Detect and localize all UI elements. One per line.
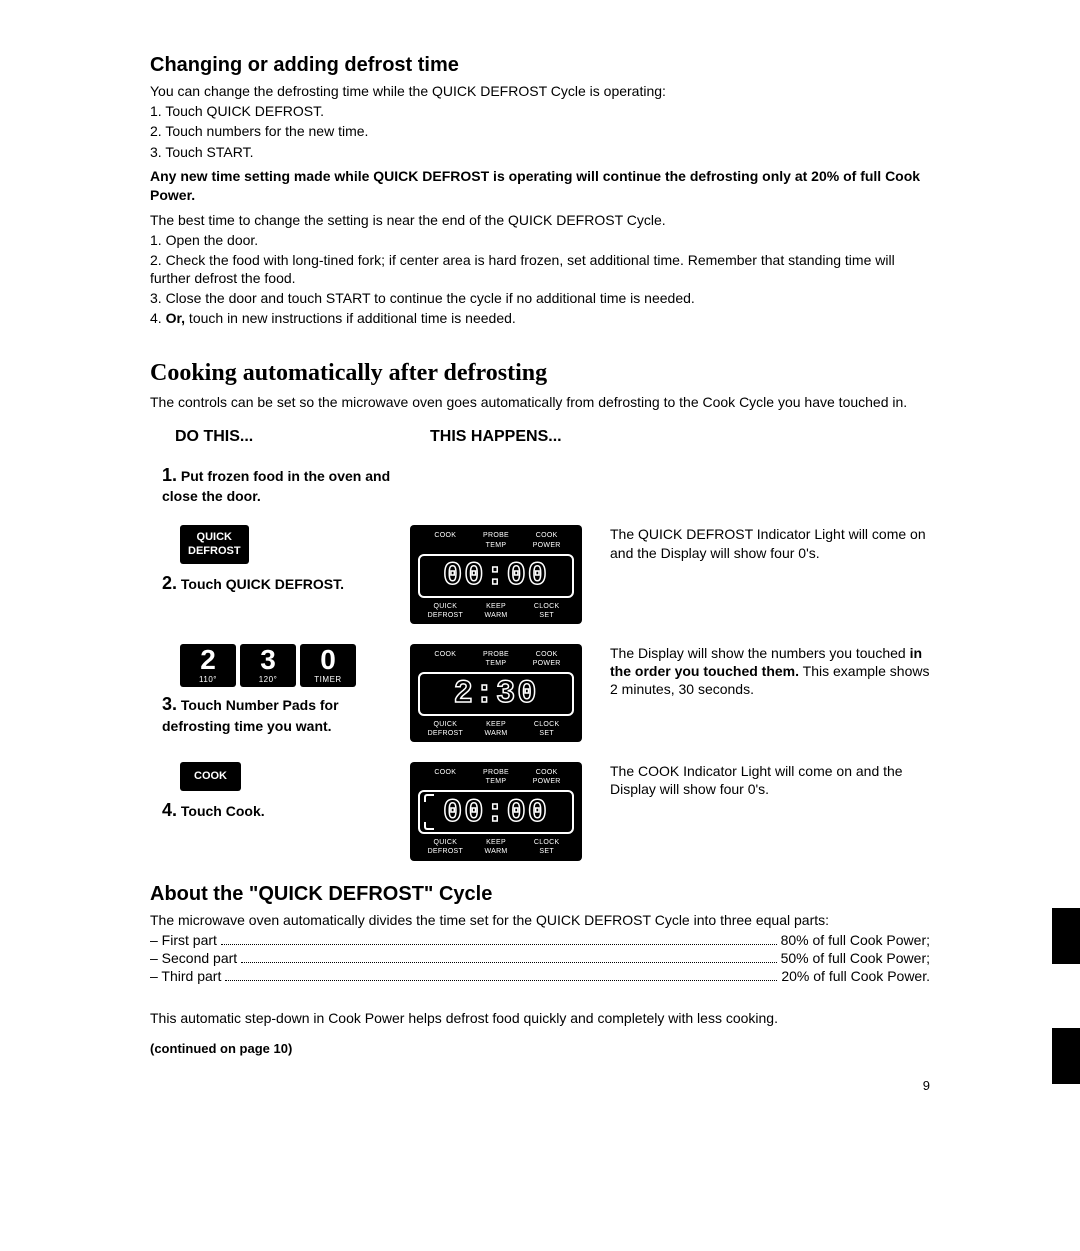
header-this-happens: THIS HAPPENS... bbox=[430, 427, 930, 448]
step-number: 4. bbox=[162, 800, 177, 820]
step-text: Touch Number Pads for defrosting time yo… bbox=[162, 697, 339, 733]
step-number: 3. bbox=[162, 694, 177, 714]
quick-defrost-button: QUICKDEFROST bbox=[180, 525, 249, 563]
edge-mark bbox=[1052, 908, 1080, 964]
heading-cooking-auto: Cooking automatically after defrosting bbox=[150, 358, 930, 389]
step-description: The QUICK DEFROST Indicator Light will c… bbox=[610, 526, 926, 560]
intro-text: You can change the defrosting time while… bbox=[150, 82, 930, 100]
step-description: The Display will show the numbers you to… bbox=[610, 645, 929, 697]
step-2: QUICKDEFROST 2. Touch QUICK DEFROST. COO… bbox=[150, 525, 930, 623]
continued-note: (continued on page 10) bbox=[150, 1041, 930, 1058]
list-item: 1. Open the door. bbox=[150, 231, 930, 249]
keypad: 2110° 3120° 0TIMER bbox=[180, 644, 400, 687]
step-3: 2110° 3120° 0TIMER 3. Touch Number Pads … bbox=[150, 644, 930, 742]
heading-changing-defrost: Changing or adding defrost time bbox=[150, 52, 930, 78]
display-panel: COOK PROBE TEMP COOK POWER 00:00 QUICK D… bbox=[410, 762, 582, 860]
display-digits: 2:30 bbox=[454, 673, 539, 715]
list-item: 1. Touch QUICK DEFROST. bbox=[150, 102, 930, 120]
power-part-2: – Second part50% of full Cook Power; bbox=[150, 949, 930, 967]
heading-about-quick-defrost: About the "QUICK DEFROST" Cycle bbox=[150, 881, 930, 907]
number-key-3: 3120° bbox=[240, 644, 296, 687]
number-key-0: 0TIMER bbox=[300, 644, 356, 687]
closing-text: This automatic step-down in Cook Power h… bbox=[150, 1009, 930, 1027]
intro-text: The controls can be set so the microwave… bbox=[150, 393, 930, 411]
warning-note: Any new time setting made while QUICK DE… bbox=[150, 167, 930, 205]
step-1: 1. Put frozen food in the oven and close… bbox=[150, 464, 930, 506]
list-item: 2. Check the food with long-tined fork; … bbox=[150, 251, 930, 287]
body-text: The best time to change the setting is n… bbox=[150, 211, 930, 229]
step-number: 1. bbox=[162, 465, 177, 485]
step-number: 2. bbox=[162, 573, 177, 593]
display-panel: COOK PROBE TEMP COOK POWER 00:00 QUICK D… bbox=[410, 525, 582, 623]
power-part-3: – Third part20% of full Cook Power. bbox=[150, 967, 930, 985]
list-item: 3. Touch START. bbox=[150, 143, 930, 161]
step-text: Touch Cook. bbox=[181, 803, 265, 819]
list-item: 3. Close the door and touch START to con… bbox=[150, 289, 930, 307]
edge-mark bbox=[1052, 1028, 1080, 1084]
display-panel: COOK PROBE TEMP COOK POWER 2:30 QUICK DE… bbox=[410, 644, 582, 742]
header-do-this: DO THIS... bbox=[150, 427, 430, 448]
list-item: 2. Touch numbers for the new time. bbox=[150, 122, 930, 140]
cook-button: COOK bbox=[180, 762, 241, 791]
step-description: The COOK Indicator Light will come on an… bbox=[610, 763, 903, 797]
list-item: 4. Or, touch in new instructions if addi… bbox=[150, 309, 930, 327]
display-digits: 00:00 bbox=[443, 555, 549, 597]
page-number: 9 bbox=[150, 1078, 930, 1095]
number-key-2: 2110° bbox=[180, 644, 236, 687]
step-4: COOK 4. Touch Cook. COOK PROBE TEMP COOK… bbox=[150, 762, 930, 860]
column-headers: DO THIS... THIS HAPPENS... bbox=[150, 427, 930, 448]
intro-text: The microwave oven automatically divides… bbox=[150, 911, 930, 929]
step-text: Touch QUICK DEFROST. bbox=[181, 576, 344, 592]
step-text: Put frozen food in the oven and close th… bbox=[162, 468, 390, 504]
power-part-1: – First part80% of full Cook Power; bbox=[150, 931, 930, 949]
display-digits: 00:00 bbox=[443, 792, 549, 834]
